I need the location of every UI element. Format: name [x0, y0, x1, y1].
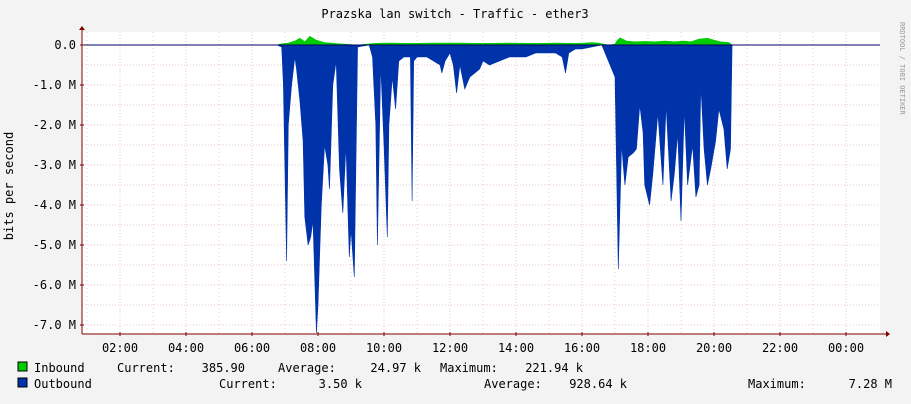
x-tick-label: 20:00 — [696, 341, 732, 355]
x-tick-label: 18:00 — [630, 341, 666, 355]
y-tick-label: 0.0 — [54, 38, 76, 52]
x-tick-labels: 02:00 04:00 06:00 08:00 10:00 12:00 14:00 16:00… — [102, 341, 864, 355]
watermark: RRDTOOL / TOBI OETIKER — [898, 22, 906, 116]
y-tick-label: -1.0 M — [33, 78, 76, 92]
series-inbound-area — [276, 35, 879, 46]
outbound-current-value: 3.50 k — [319, 377, 363, 391]
y-tick-label: -4.0 M — [33, 198, 76, 212]
y-tick-label: -2.0 M — [33, 118, 76, 132]
outbound-maximum-value: 7.28 M — [849, 377, 892, 391]
x-tick-label: 04:00 — [168, 341, 204, 355]
inbound-maximum-value: 221.94 k — [525, 361, 584, 375]
chart-title: Prazska lan switch - Traffic - ether3 — [321, 7, 588, 21]
y-axis-label: bits per second — [2, 132, 16, 240]
y-tick-label: -6.0 M — [33, 278, 76, 292]
outbound-average-label: Average: — [484, 377, 542, 391]
outbound-maximum-label: Maximum: — [748, 377, 806, 391]
x-tick-label: 12:00 — [432, 341, 468, 355]
inbound-current-value: 385.90 — [202, 361, 245, 375]
series-outbound-area — [276, 44, 879, 334]
y-axis-arrow — [79, 26, 85, 30]
outbound-current-label: Current: — [219, 377, 277, 391]
legend-inbound: Inbound Current: 385.90 Average: 24.97 k… — [17, 361, 584, 375]
legend-label-outbound: Outbound — [34, 377, 92, 391]
x-tick-label: 10:00 — [366, 341, 402, 355]
x-tick-label: 06:00 — [234, 341, 270, 355]
plot-canvas — [82, 32, 880, 334]
legend-outbound: Outbound Current: 3.50 k Average: 928.64… — [17, 377, 892, 391]
legend-swatch-inbound — [17, 361, 28, 372]
y-tick-label: -5.0 M — [33, 238, 76, 252]
inbound-maximum-label: Maximum: — [440, 361, 498, 375]
x-tick-label: 14:00 — [498, 341, 534, 355]
inbound-current-label: Current: — [117, 361, 175, 375]
y-tick-label: -7.0 M — [33, 318, 76, 332]
x-tick-label: 22:00 — [762, 341, 798, 355]
x-tick-label: 00:00 — [828, 341, 864, 355]
axes — [79, 26, 890, 337]
outbound-average-value: 928.64 k — [569, 377, 628, 391]
legend: Inbound Current: 385.90 Average: 24.97 k… — [17, 361, 892, 391]
x-tick-label: 02:00 — [102, 341, 138, 355]
y-tick-labels: 0.0 -1.0 M -2.0 M -3.0 M -4.0 M -5.0 M -6.0 M -… — [33, 38, 76, 332]
inbound-average-label: Average: — [278, 361, 336, 375]
x-axis-arrow — [886, 331, 890, 337]
y-tick-label: -3.0 M — [33, 158, 76, 172]
legend-label-inbound: Inbound — [34, 361, 85, 375]
inbound-average-value: 24.97 k — [370, 361, 421, 375]
x-tick-label: 08:00 — [300, 341, 336, 355]
area-layer — [276, 35, 879, 334]
x-tick-label: 16:00 — [564, 341, 600, 355]
legend-swatch-outbound — [17, 377, 28, 388]
